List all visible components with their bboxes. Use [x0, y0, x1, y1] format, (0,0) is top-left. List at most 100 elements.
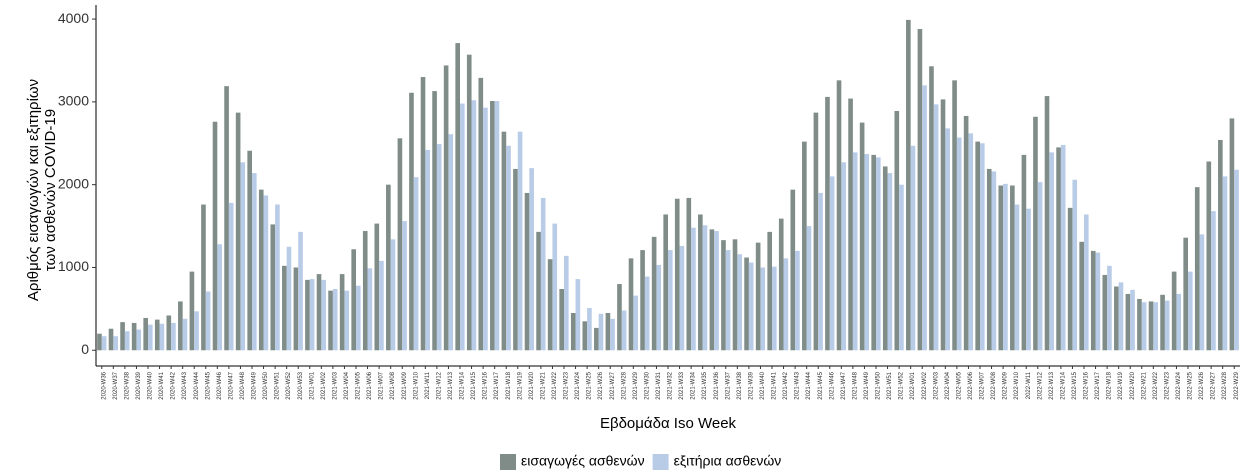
bar — [748, 262, 754, 351]
x-tick-label: 2022-W03 — [933, 371, 939, 399]
bar — [698, 214, 703, 351]
x-tick-label: 2022-W07 — [980, 371, 986, 399]
x-tick-label: 2020-W47 — [228, 371, 234, 399]
bar — [1060, 144, 1066, 351]
bar — [402, 221, 407, 351]
y-tick-label: 0 — [81, 341, 89, 357]
x-tick-label: 2022-W04 — [945, 371, 951, 399]
bar — [224, 86, 229, 351]
bar — [455, 43, 460, 351]
x-tick-label: 2021-W43 — [795, 371, 801, 399]
x-tick-label: 2021-W40 — [760, 371, 766, 399]
x-tick-label: 2021-W13 — [448, 371, 454, 399]
y-tick-label: 2000 — [58, 175, 89, 191]
bar — [702, 225, 708, 351]
x-tick-label: 2020-W36 — [101, 371, 107, 399]
x-axis-label: Εβδομάδα Iso Week — [600, 415, 737, 432]
bar — [991, 171, 997, 351]
bar — [737, 254, 742, 351]
bar — [1049, 152, 1054, 351]
bar — [432, 91, 437, 351]
bar — [564, 255, 569, 351]
bar — [159, 323, 165, 351]
bar — [1102, 274, 1108, 351]
bar — [483, 107, 488, 351]
x-tick-label: 2021-W17 — [494, 371, 500, 399]
bar — [1107, 265, 1112, 351]
x-tick-label: 2022-W11 — [1026, 371, 1032, 399]
bar — [362, 231, 368, 351]
bar — [829, 176, 835, 351]
bar — [917, 29, 923, 351]
bar — [258, 189, 264, 351]
bar — [894, 110, 900, 351]
x-tick-label: 2022-W17 — [1095, 371, 1101, 399]
bar — [131, 322, 137, 351]
bar — [795, 250, 800, 351]
bar — [1222, 176, 1228, 351]
bar — [621, 310, 627, 351]
x-tick-label: 2021-W01 — [309, 371, 315, 399]
bar — [344, 290, 350, 351]
bar — [806, 226, 812, 351]
x-tick-label: 2022-W22 — [1153, 371, 1159, 399]
bar — [1067, 207, 1073, 351]
bar — [570, 313, 576, 351]
x-tick-label: 2022-W21 — [1141, 371, 1147, 399]
x-tick-label: 2022-W26 — [1199, 371, 1205, 399]
legend-swatch — [652, 454, 669, 470]
bar — [182, 318, 188, 351]
bar — [963, 115, 969, 351]
bar — [1003, 183, 1008, 351]
bar — [217, 244, 222, 351]
bar — [178, 301, 183, 351]
bar — [1199, 234, 1205, 351]
x-tick-label: 2021-W51 — [887, 371, 893, 399]
bar — [332, 288, 338, 351]
x-tick-label: 2021-W27 — [610, 371, 616, 399]
bar — [559, 288, 564, 351]
x-tick-label: 2021-W14 — [460, 371, 466, 399]
bar — [1118, 282, 1124, 351]
bar — [1137, 298, 1142, 351]
bar — [1037, 182, 1043, 351]
bar — [1153, 302, 1158, 351]
x-tick-label: 2020-W46 — [217, 371, 223, 399]
bar — [201, 204, 206, 351]
legend-swatch — [500, 454, 516, 470]
bar — [494, 101, 500, 351]
x-tick-label: 2022-W27 — [1211, 371, 1217, 399]
bar — [547, 259, 553, 351]
bar — [228, 202, 234, 351]
bar — [582, 321, 588, 351]
bar — [367, 268, 373, 351]
bar — [686, 197, 692, 351]
x-tick-label: 2020-W41 — [159, 371, 165, 399]
x-tick-label: 2022-W06 — [968, 371, 974, 399]
bar — [772, 266, 777, 351]
bar — [386, 184, 391, 351]
bar — [293, 267, 299, 351]
bar — [825, 96, 830, 351]
y-tick-label: 4000 — [58, 10, 89, 26]
bar — [859, 122, 865, 351]
bar — [852, 152, 858, 351]
x-tick-label: 2022-W28 — [1222, 371, 1228, 399]
x-tick-label: 2022-W29 — [1234, 371, 1240, 399]
bar — [1056, 147, 1061, 351]
bar — [594, 327, 599, 351]
bar — [802, 141, 807, 351]
x-tick-label: 2021-W12 — [436, 371, 442, 399]
x-tick-label: 2021-W31 — [656, 371, 662, 399]
bar — [1090, 250, 1096, 351]
bar — [887, 173, 893, 351]
bar — [205, 291, 211, 351]
bar — [980, 143, 985, 351]
bar — [356, 285, 361, 351]
bar — [529, 168, 534, 351]
x-tick-label: 2022-W09 — [1003, 371, 1009, 399]
bar — [309, 279, 315, 351]
x-tick-label: 2021-W02 — [321, 371, 327, 399]
bar — [490, 101, 495, 351]
bar — [517, 131, 523, 351]
